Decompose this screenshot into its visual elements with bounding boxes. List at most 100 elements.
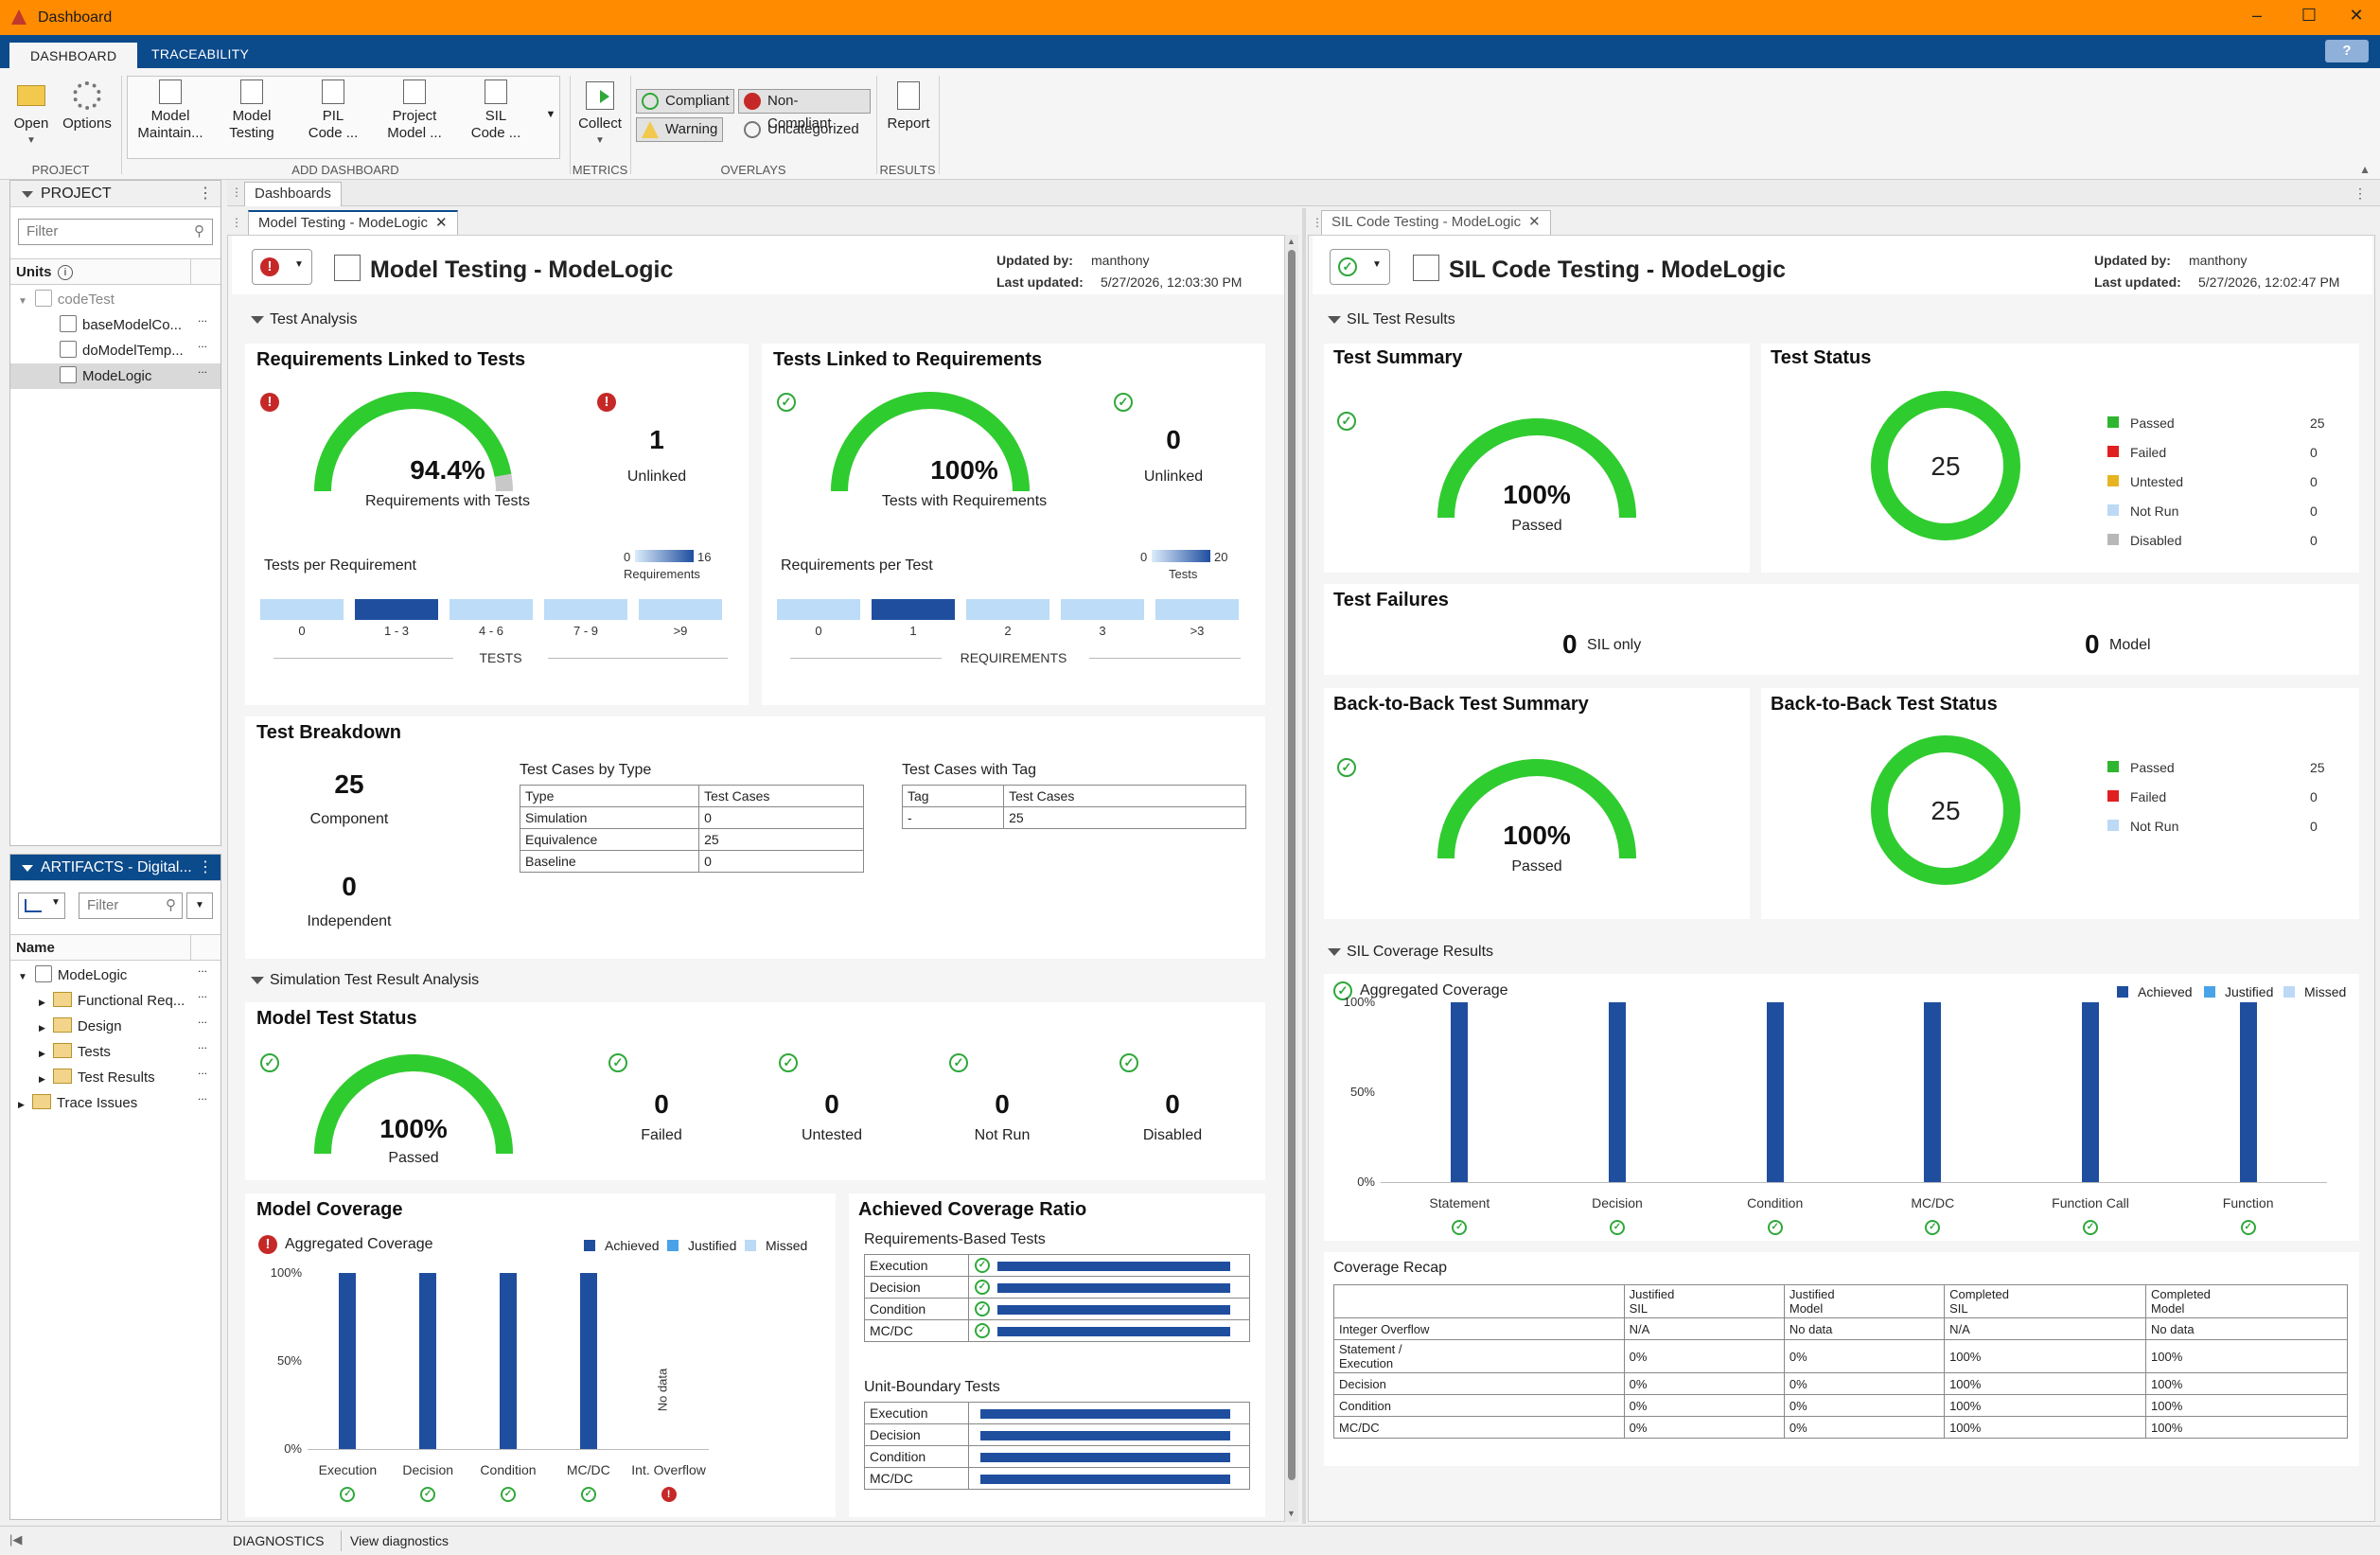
tab-dashboard[interactable]: DASHBOARD <box>9 41 138 68</box>
options-button[interactable]: Options <box>59 81 115 133</box>
histogram-bin[interactable] <box>1061 599 1144 620</box>
histogram-bin[interactable] <box>966 599 1049 620</box>
tab-dashboards[interactable]: Dashboards <box>244 182 342 206</box>
section-simulation-test-result-analysis[interactable]: Simulation Test Result Analysis <box>250 972 480 988</box>
close-tab-icon[interactable]: ✕ <box>1528 214 1541 230</box>
histogram-bin[interactable] <box>544 599 627 620</box>
coverage-ratio-bar <box>997 1262 1230 1271</box>
coverage-bar[interactable] <box>419 1273 437 1449</box>
collapse-panel-icon[interactable]: |◀ <box>9 1532 23 1546</box>
add-dashboard-button-3[interactable]: Project Model ... <box>377 80 452 142</box>
item-more-icon[interactable]: ... <box>198 1013 208 1026</box>
model-test-status-card: Model Test Status ✓ 100% Passed ✓ 0 Fail… <box>245 1002 1265 1180</box>
histogram-bin[interactable] <box>639 599 722 620</box>
artifact-design[interactable]: ▶ Design <box>39 1017 122 1034</box>
uncategorized-overlay-toggle[interactable]: Uncategorized <box>738 117 871 142</box>
artifact-functional-req[interactable]: ▶ Functional Req... <box>39 992 185 1009</box>
coverage-bar[interactable] <box>339 1273 357 1449</box>
help-icon[interactable]: ? <box>2325 40 2369 62</box>
check-icon: ✓ <box>340 1487 356 1502</box>
collapse-toolstrip-icon[interactable]: ▲ <box>2359 163 2371 176</box>
tree-item-basemodel[interactable]: baseModelCo... <box>60 312 182 338</box>
item-more-icon[interactable]: ... <box>198 1089 208 1103</box>
artifacts-panel-header[interactable]: ARTIFACTS - Digital... ⋮ <box>10 855 220 881</box>
coverage-ratio-bar <box>997 1283 1230 1293</box>
item-more-icon[interactable]: ... <box>198 362 208 376</box>
tab-traceability[interactable]: TRACEABILITY <box>151 46 250 62</box>
vertical-scrollbar[interactable]: ▲ ▼ <box>1285 235 1298 1522</box>
unit-boundary-tests-table: Execution Decision Condition MC/DC <box>864 1402 1250 1490</box>
compliance-status-dropdown[interactable]: ✓ ▼ <box>1330 249 1390 285</box>
artifact-test-results[interactable]: ▶ Test Results <box>39 1069 155 1086</box>
project-panel-header[interactable]: PROJECT ⋮ <box>10 181 220 207</box>
compliance-status-dropdown[interactable]: ! ▼ <box>252 249 312 285</box>
artifact-trace-issues[interactable]: ▶ Trace Issues <box>18 1094 138 1111</box>
add-dashboard-button-2[interactable]: PIL Code ... <box>295 80 371 142</box>
add-dashboard-button-0[interactable]: Model Maintain... <box>132 80 208 142</box>
item-more-icon[interactable]: ... <box>198 1064 208 1077</box>
maximize-icon[interactable]: ☐ <box>2301 6 2318 25</box>
project-filter-input[interactable]: Filter ⚲ <box>18 219 213 245</box>
histogram-bin[interactable] <box>450 599 533 620</box>
minimize-icon[interactable]: – <box>2251 6 2262 25</box>
legend-label: Disabled <box>2130 533 2182 548</box>
tab-sil-code-testing[interactable]: SIL Code Testing - ModeLogic ✕ <box>1321 210 1551 235</box>
column-header: Completed Model <box>2145 1284 2348 1318</box>
view-options-button[interactable]: ▼ <box>18 892 65 919</box>
pane-splitter[interactable] <box>1302 208 1306 1524</box>
histogram-bin[interactable] <box>777 599 860 620</box>
histogram-bin[interactable] <box>355 599 438 620</box>
project-menu-icon[interactable]: ⋮ <box>198 186 213 202</box>
item-more-icon[interactable]: ... <box>198 311 208 325</box>
artifacts-menu-icon[interactable]: ⋮ <box>198 859 213 875</box>
column-header: Test Cases <box>698 785 864 807</box>
tree-root-codetest[interactable]: ▼ codeTest <box>18 290 115 308</box>
item-more-icon[interactable]: ... <box>198 337 208 350</box>
report-button[interactable]: Report <box>882 81 935 133</box>
units-header[interactable]: Units i <box>10 258 220 285</box>
tree-item-modelogic[interactable]: ModeLogic <box>60 363 151 389</box>
view-diagnostics-link[interactable]: View diagnostics <box>350 1533 450 1548</box>
gallery-expand-icon[interactable]: ▼ <box>545 109 556 120</box>
info-icon[interactable]: i <box>58 265 73 280</box>
coverage-bar[interactable] <box>2082 1002 2099 1182</box>
artifact-tests[interactable]: ▶ Tests <box>39 1043 111 1060</box>
histogram-bin[interactable] <box>260 599 344 620</box>
collect-button[interactable]: Collect ▼ <box>573 81 626 150</box>
coverage-bar[interactable] <box>500 1273 517 1449</box>
legend-swatch <box>2107 790 2119 802</box>
coverage-bar[interactable] <box>579 1273 597 1449</box>
table-cell: Equivalence <box>519 828 700 851</box>
coverage-bar[interactable] <box>1766 1002 1784 1182</box>
tree-item-domodeltemp[interactable]: doModelTemp... <box>60 338 184 363</box>
item-more-icon[interactable]: ... <box>198 962 208 975</box>
histogram-bin[interactable] <box>1155 599 1239 620</box>
coverage-bar[interactable] <box>1609 1002 1626 1182</box>
item-more-icon[interactable]: ... <box>198 987 208 1000</box>
open-button[interactable]: Open ▼ <box>9 81 53 150</box>
add-dashboard-button-4[interactable]: SIL Code ... <box>458 80 534 142</box>
histogram-bin[interactable] <box>872 599 955 620</box>
noncompliant-overlay-toggle[interactable]: Non-Compliant <box>738 89 871 132</box>
scrollbar-thumb[interactable] <box>1288 250 1296 1480</box>
section-test-analysis[interactable]: Test Analysis <box>250 311 358 327</box>
name-column-header[interactable]: Name <box>10 934 220 961</box>
tab-model-testing[interactable]: Model Testing - ModeLogic ✕ <box>248 210 458 235</box>
document-menu-icon[interactable]: ⋮ <box>2354 186 2367 201</box>
coverage-bar[interactable] <box>1924 1002 1942 1182</box>
artifacts-filter-input[interactable]: Filter ⚲ <box>79 892 183 919</box>
section-sil-test-results[interactable]: SIL Test Results <box>1328 311 1455 327</box>
add-dashboard-button-1[interactable]: Model Testing <box>214 80 290 142</box>
filter-dropdown-button[interactable]: ▼ <box>186 892 213 919</box>
coverage-bar[interactable] <box>2239 1002 2257 1182</box>
coverage-bar[interactable] <box>1451 1002 1469 1182</box>
close-tab-icon[interactable]: ✕ <box>435 215 448 231</box>
close-icon[interactable]: ✕ <box>2349 6 2364 25</box>
section-sil-coverage-results[interactable]: SIL Coverage Results <box>1327 944 1494 960</box>
warning-overlay-toggle[interactable]: Warning <box>636 117 723 142</box>
item-more-icon[interactable]: ... <box>198 1038 208 1051</box>
compliant-overlay-toggle[interactable]: Compliant <box>636 89 734 114</box>
artifact-root-modelogic[interactable]: ▼ ModeLogic <box>18 965 128 983</box>
check-icon: ✓ <box>580 1487 596 1502</box>
check-icon: ✓ <box>2240 1220 2256 1235</box>
